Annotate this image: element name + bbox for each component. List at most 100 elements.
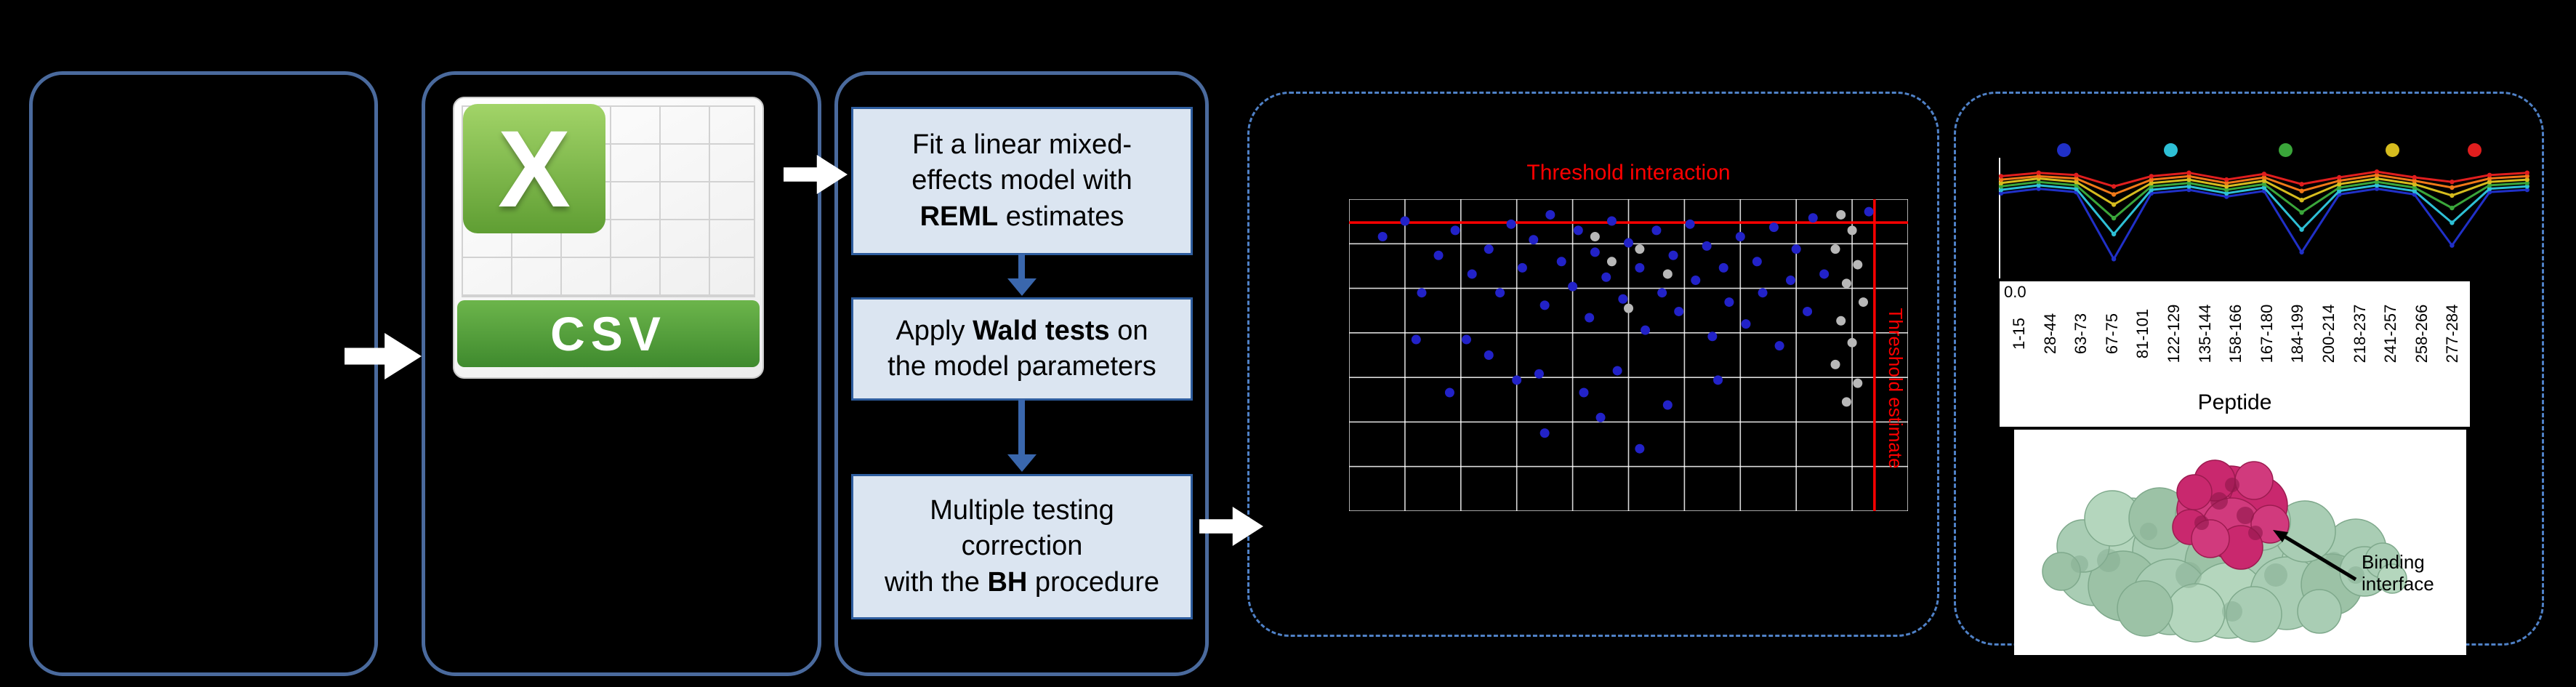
scatter-point <box>1585 313 1595 323</box>
method-box: Apply Wald tests on the model parameters <box>851 297 1193 401</box>
peptide-tick-label: 67-75 <box>2102 313 2121 355</box>
scatter-point <box>1517 262 1527 273</box>
uptake-point <box>2374 176 2380 181</box>
uptake-point <box>2374 186 2380 191</box>
legend-dot <box>2279 143 2293 157</box>
scatter-point <box>1841 278 1851 289</box>
uptake-point <box>1998 187 2004 193</box>
uptake-point <box>2299 210 2304 215</box>
scatter-point <box>1836 209 1846 220</box>
peptide-tick-label: 81-101 <box>2133 308 2152 359</box>
scatter-point <box>1635 262 1645 273</box>
uptake-point <box>2299 249 2304 255</box>
scatter-point <box>1433 250 1444 260</box>
uptake-point <box>2111 215 2117 221</box>
uptake-point <box>2299 182 2304 187</box>
peptide-tick-label: 63-73 <box>2072 313 2090 355</box>
scatter-point <box>1841 397 1851 407</box>
uptake-point <box>2487 176 2492 181</box>
uptake-point <box>2374 180 2380 185</box>
scatter-point <box>1853 260 1863 270</box>
scatter-point <box>1450 225 1460 236</box>
scatter-point <box>1752 257 1762 267</box>
scatter-point <box>1618 294 1628 304</box>
peptide-tick-label: 28-44 <box>2040 313 2059 355</box>
scatter-point <box>1545 209 1555 220</box>
scatter-point <box>1506 219 1516 229</box>
uptake-point <box>2337 188 2342 193</box>
arrow-stem <box>1018 254 1025 278</box>
scatter-point <box>1808 213 1818 223</box>
peptide-tick-label: 122-129 <box>2165 304 2183 363</box>
uptake-point <box>2036 182 2041 188</box>
uptake-point <box>2224 194 2229 199</box>
uptake-point <box>2149 177 2154 182</box>
scatter-point <box>1830 359 1840 369</box>
uptake-point <box>2111 257 2117 262</box>
uptake-point <box>2412 188 2417 193</box>
uptake-point <box>2412 182 2417 187</box>
scatter-point <box>1702 241 1712 251</box>
uptake-point <box>2524 187 2529 193</box>
scatter-point <box>1411 334 1421 345</box>
excel-x-logo: X <box>463 104 605 233</box>
uptake-point <box>2149 174 2154 179</box>
uptake-point <box>2337 182 2342 187</box>
scatter-point <box>1590 231 1600 241</box>
uptake-point <box>2186 174 2191 179</box>
scatter-point <box>1377 231 1388 241</box>
scatter-point <box>1830 244 1840 254</box>
annotation-arrow <box>2273 530 2357 582</box>
uptake-point <box>1998 174 2004 179</box>
panel-csv-input: X CSV <box>422 71 821 676</box>
csv-banner-label: CSV <box>457 300 760 367</box>
uptake-legend <box>1956 94 2542 643</box>
scatter-point <box>1713 375 1723 385</box>
scatter-point <box>1847 225 1857 236</box>
scatter-point <box>1803 306 1813 316</box>
scatter-point <box>1864 206 1874 217</box>
uptake-point <box>1998 190 2004 196</box>
uptake-point <box>2261 182 2267 187</box>
scatter-point <box>1461 334 1471 345</box>
uptake-point <box>2186 187 2191 193</box>
uptake-point <box>2149 184 2154 189</box>
scatter-points-blue <box>1377 206 1874 454</box>
uptake-point <box>2261 185 2267 190</box>
uptake-point <box>2224 190 2229 196</box>
uptake-point <box>2036 174 2041 179</box>
scatter-point <box>1774 341 1784 351</box>
scatter-point <box>1853 378 1863 388</box>
scatter-point <box>1718 262 1728 273</box>
uptake-point <box>2374 172 2380 177</box>
uptake-point <box>2337 174 2342 180</box>
scatter-point <box>1595 412 1606 422</box>
scatter-point <box>1836 316 1846 326</box>
peptide-tick-label: 218-237 <box>2350 304 2369 363</box>
scatter-point <box>1606 216 1617 226</box>
uptake-point <box>2186 180 2191 185</box>
uptake-point <box>2036 170 2041 175</box>
uptake-point <box>2261 178 2267 183</box>
uptake-point <box>2074 172 2079 177</box>
uptake-point <box>2186 184 2191 189</box>
scatter-point <box>1624 238 1633 248</box>
scatter-point <box>1635 443 1645 454</box>
scatter-point <box>1539 428 1550 438</box>
scatter-point <box>1724 297 1734 308</box>
uptake-point <box>2450 220 2455 225</box>
uptake-point <box>2186 177 2191 182</box>
protein-surface-render <box>2042 459 2407 643</box>
binding-magenta-shading <box>2194 478 2263 540</box>
scatter-point <box>1662 400 1673 410</box>
scatter-point <box>1758 288 1768 298</box>
uptake-point <box>2299 198 2304 203</box>
uptake-point <box>2186 170 2191 175</box>
uptake-point <box>1998 180 2004 185</box>
uptake-point <box>2074 180 2079 185</box>
uptake-point <box>2074 182 2079 188</box>
uptake-point <box>2224 184 2229 189</box>
scatter-point <box>1539 300 1550 310</box>
scatter-point <box>1467 269 1477 279</box>
